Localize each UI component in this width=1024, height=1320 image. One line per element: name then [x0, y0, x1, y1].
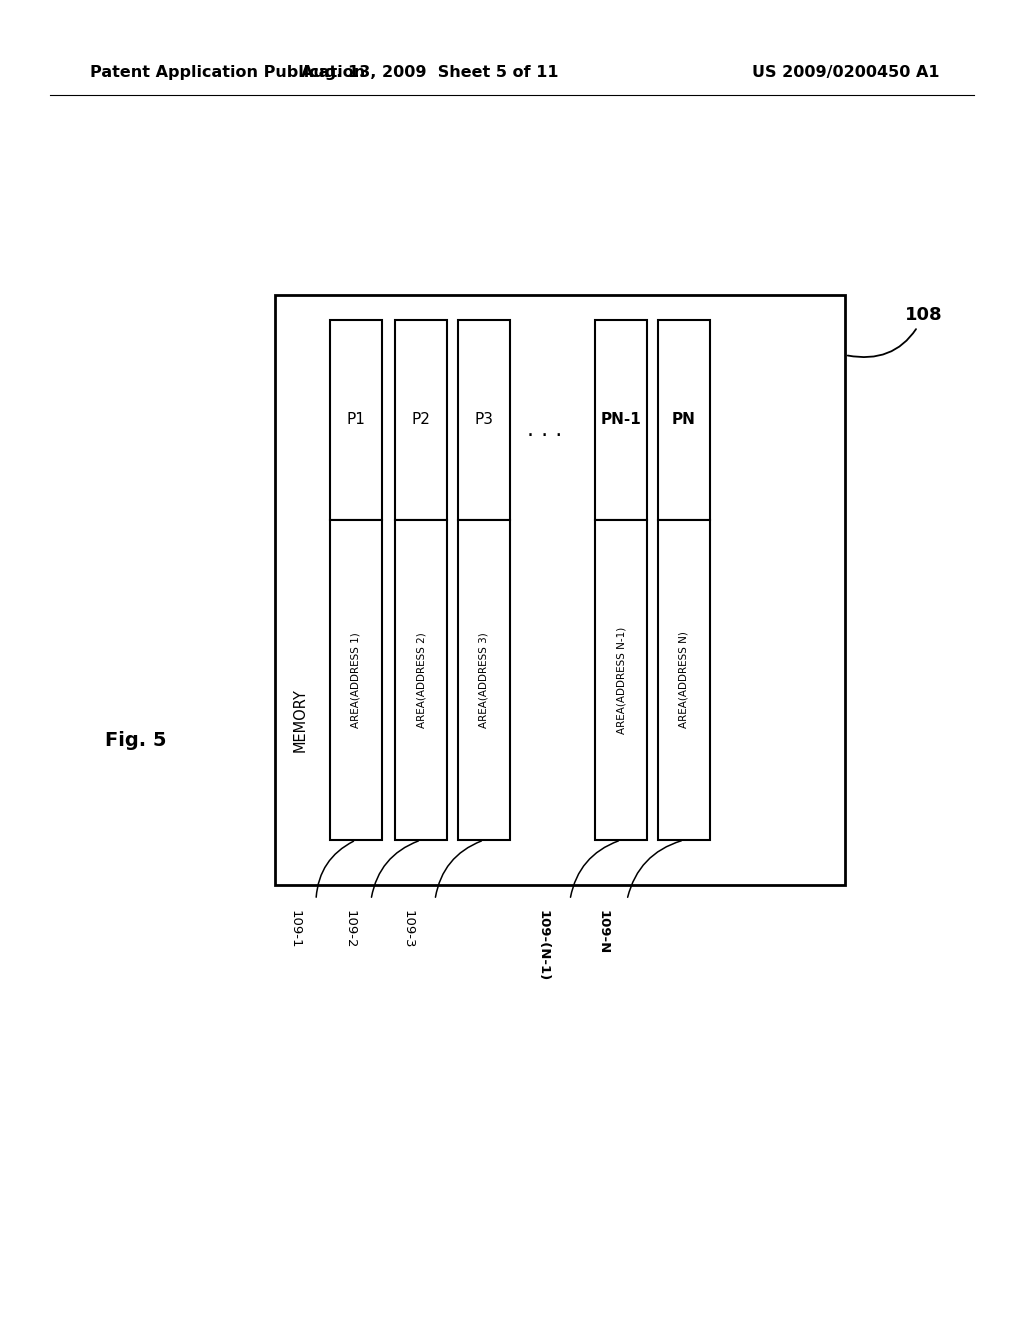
- Text: 109-N: 109-N: [597, 909, 609, 954]
- Text: P3: P3: [474, 412, 494, 428]
- Text: Aug. 13, 2009  Sheet 5 of 11: Aug. 13, 2009 Sheet 5 of 11: [301, 65, 559, 79]
- Bar: [658, 520, 710, 840]
- Text: AREA(ADDRESS N): AREA(ADDRESS N): [679, 631, 689, 729]
- Text: AREA(ADDRESS 3): AREA(ADDRESS 3): [479, 632, 489, 727]
- Text: Patent Application Publication: Patent Application Publication: [90, 65, 366, 79]
- Bar: [658, 319, 710, 520]
- Text: 109-3: 109-3: [401, 909, 415, 949]
- Bar: [330, 520, 382, 840]
- Text: P2: P2: [412, 412, 430, 428]
- Text: 109-1: 109-1: [289, 909, 301, 949]
- Text: . . .: . . .: [527, 420, 562, 440]
- Bar: [458, 520, 510, 840]
- Text: 109-2: 109-2: [343, 909, 356, 949]
- Bar: [595, 520, 647, 840]
- Text: PN-1: PN-1: [601, 412, 641, 428]
- Bar: [395, 520, 447, 840]
- Text: PN: PN: [672, 412, 696, 428]
- Text: Fig. 5: Fig. 5: [105, 730, 167, 750]
- Bar: [458, 319, 510, 520]
- Bar: [395, 319, 447, 520]
- Text: P1: P1: [346, 412, 366, 428]
- Text: US 2009/0200450 A1: US 2009/0200450 A1: [753, 65, 940, 79]
- Text: AREA(ADDRESS 2): AREA(ADDRESS 2): [416, 632, 426, 727]
- Bar: [275, 294, 845, 884]
- Text: 108: 108: [848, 306, 943, 358]
- Text: AREA(ADDRESS 1): AREA(ADDRESS 1): [351, 632, 361, 727]
- Text: AREA(ADDRESS N-1): AREA(ADDRESS N-1): [616, 627, 626, 734]
- Bar: [330, 319, 382, 520]
- Text: 109-(N-1): 109-(N-1): [537, 909, 550, 981]
- Bar: [595, 319, 647, 520]
- Text: MEMORY: MEMORY: [293, 688, 307, 752]
